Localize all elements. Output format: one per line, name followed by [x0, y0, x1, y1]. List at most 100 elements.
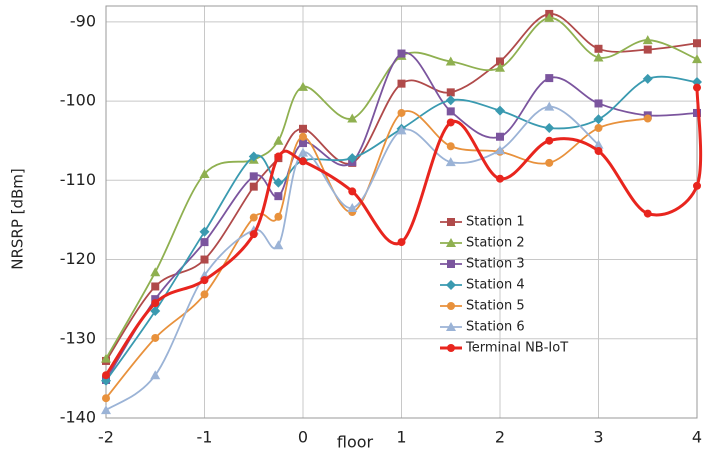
- data-point: [199, 168, 210, 178]
- legend-label: Station 5: [466, 299, 525, 314]
- legend-label: Terminal NB-IoT: [465, 341, 568, 356]
- data-point: [446, 118, 455, 127]
- x-tick-label: -1: [197, 428, 213, 447]
- x-tick-label: -2: [98, 428, 114, 447]
- data-point: [594, 124, 603, 133]
- legend-label: Station 1: [466, 215, 525, 230]
- data-point: [151, 299, 160, 308]
- plot-frame: [105, 5, 698, 419]
- data-point: [199, 226, 210, 237]
- legend-marker: [446, 322, 456, 331]
- y-tick-label: -110: [60, 170, 96, 189]
- data-point: [397, 49, 406, 58]
- data-point: [642, 35, 653, 45]
- legend-marker: [447, 344, 455, 352]
- data-point: [248, 151, 259, 162]
- data-point: [594, 99, 603, 108]
- data-point: [299, 157, 307, 166]
- y-tick-label: -120: [60, 249, 96, 268]
- data-point: [200, 255, 209, 264]
- series-line: [104, 87, 703, 377]
- x-tick-label: 3: [593, 428, 603, 447]
- data-point: [273, 240, 284, 250]
- data-point: [594, 44, 603, 53]
- data-point: [693, 181, 701, 190]
- data-point: [347, 113, 358, 123]
- data-point: [200, 290, 209, 299]
- data-point: [249, 213, 258, 222]
- data-point: [200, 276, 209, 285]
- data-point: [593, 52, 604, 62]
- data-point: [274, 192, 283, 201]
- x-axis-label: floor: [337, 433, 374, 452]
- data-point: [495, 145, 505, 155]
- data-point: [544, 123, 555, 134]
- data-point: [545, 74, 554, 83]
- data-point: [299, 139, 307, 148]
- legend-marker: [446, 280, 456, 290]
- data-point: [642, 73, 653, 84]
- data-point: [274, 212, 283, 221]
- data-point: [200, 238, 209, 247]
- y-tick-label: -90: [70, 11, 96, 30]
- data-point: [150, 306, 161, 317]
- data-point: [693, 83, 701, 92]
- data-point: [446, 107, 455, 116]
- data-point: [496, 174, 504, 183]
- legend-label: Station 4: [466, 278, 525, 293]
- data-point: [593, 139, 604, 149]
- data-point: [643, 209, 652, 218]
- data-point: [495, 62, 505, 72]
- data-point: [273, 135, 284, 145]
- data-point: [544, 101, 555, 111]
- data-point: [298, 147, 308, 157]
- data-point: [101, 405, 111, 415]
- data-point: [151, 333, 160, 342]
- data-point: [397, 238, 406, 247]
- data-point: [446, 142, 455, 151]
- legend-marker: [446, 238, 456, 247]
- data-point: [102, 394, 110, 403]
- data-point: [151, 282, 160, 291]
- data-point: [496, 57, 504, 66]
- data-point: [446, 88, 455, 97]
- data-point: [249, 230, 258, 239]
- data-point: [693, 108, 701, 117]
- data-point: [445, 95, 456, 106]
- y-tick-label: -130: [60, 328, 96, 347]
- legend-label: Station 6: [466, 320, 525, 335]
- x-tick-label: 4: [692, 428, 702, 447]
- data-point: [299, 132, 307, 141]
- data-point: [397, 108, 406, 117]
- x-tick-label: 1: [396, 428, 406, 447]
- data-point: [150, 267, 161, 277]
- data-point: [347, 153, 358, 164]
- legend-label: Station 3: [466, 257, 525, 272]
- data-point: [693, 39, 701, 48]
- data-point: [249, 182, 258, 191]
- data-point: [692, 54, 702, 64]
- data-point: [643, 114, 652, 123]
- data-point: [445, 56, 456, 66]
- data-point: [348, 187, 357, 196]
- data-point: [495, 105, 505, 116]
- data-point: [102, 371, 110, 380]
- x-tick-label: 2: [495, 428, 505, 447]
- data-point: [347, 203, 358, 213]
- data-point: [101, 353, 111, 363]
- data-point: [545, 158, 554, 167]
- data-point: [396, 125, 407, 135]
- y-axis-label: NRSRP [dBm]: [9, 168, 27, 270]
- data-point: [273, 177, 284, 188]
- data-point: [397, 79, 406, 88]
- data-point: [643, 45, 652, 54]
- x-tick-label: 0: [298, 428, 308, 447]
- legend-marker: [447, 218, 455, 226]
- data-point: [545, 136, 554, 145]
- data-point: [249, 172, 258, 181]
- data-point: [298, 81, 308, 91]
- y-tick-label: -140: [60, 408, 96, 427]
- series-line: [105, 105, 600, 411]
- data-point: [150, 370, 161, 380]
